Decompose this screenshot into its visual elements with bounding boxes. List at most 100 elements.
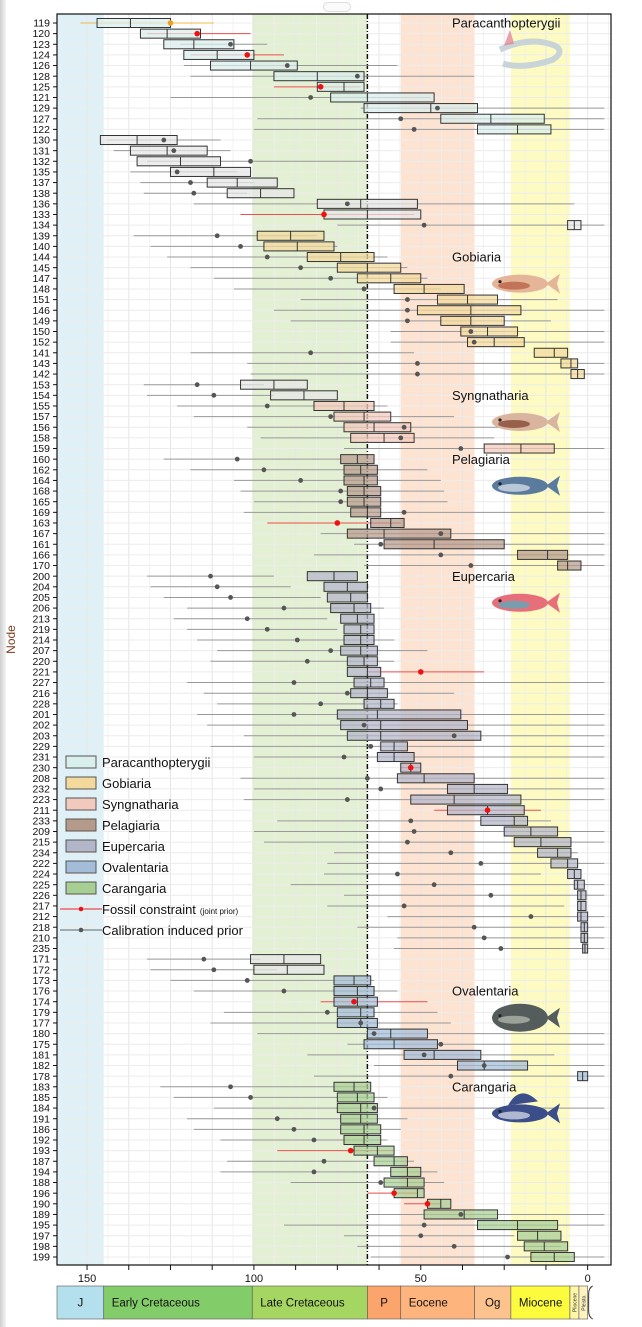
calibration-prior-point-135 bbox=[174, 169, 180, 175]
age-box-143 bbox=[560, 358, 579, 369]
legend-swatch bbox=[65, 839, 97, 853]
age-box-192 bbox=[343, 1134, 382, 1146]
node-label: 142 bbox=[32, 369, 50, 381]
goby-eye bbox=[498, 280, 502, 284]
calibration-prior-point-165 bbox=[338, 499, 344, 505]
calibration-prior-point-206 bbox=[281, 605, 287, 611]
age-box-208 bbox=[396, 773, 475, 784]
timescale-label: Miocene bbox=[519, 1298, 562, 1310]
calibration-prior-point-142 bbox=[415, 371, 420, 377]
node-label: 133 bbox=[32, 209, 50, 221]
age-box-183 bbox=[333, 1081, 372, 1092]
node-age-boxes bbox=[96, 17, 589, 1263]
node-label: 200 bbox=[32, 571, 50, 583]
calibration-prior-point-232 bbox=[378, 786, 384, 792]
fossil-constraint-point-221 bbox=[417, 669, 424, 675]
calibration-prior-point-205 bbox=[228, 595, 233, 600]
age-box-216 bbox=[350, 688, 388, 699]
age-box-199 bbox=[530, 1251, 575, 1263]
node-label: 182 bbox=[32, 1060, 50, 1072]
calibration-prior-point-197 bbox=[418, 1233, 424, 1239]
calibration-prior-point-131 bbox=[171, 148, 177, 154]
age-box-187 bbox=[373, 1156, 408, 1167]
age-box-163 bbox=[370, 517, 405, 529]
node-label: 224 bbox=[32, 869, 50, 881]
age-box-233 bbox=[480, 815, 529, 826]
legend-label: Eupercaria bbox=[102, 839, 166, 854]
node-label: 149 bbox=[32, 315, 50, 327]
calibration-prior-point-219 bbox=[264, 626, 270, 632]
calibration-prior-point-121 bbox=[308, 95, 314, 100]
node-label: 229 bbox=[32, 741, 50, 753]
calibration-prior-point-226 bbox=[488, 892, 494, 898]
node-label: 215 bbox=[32, 837, 50, 849]
node-label: 141 bbox=[32, 347, 50, 359]
age-box-179 bbox=[336, 1007, 375, 1018]
node-label: 122 bbox=[32, 124, 50, 136]
legend-label: Carangaria bbox=[102, 881, 167, 896]
legend-label: Gobiaria bbox=[102, 776, 152, 791]
age-box-231 bbox=[376, 751, 415, 763]
age-box-135 bbox=[169, 166, 252, 177]
node-label: 192 bbox=[32, 1135, 50, 1147]
age-box-157 bbox=[333, 411, 392, 422]
calibration-prior-point-204 bbox=[214, 584, 220, 590]
timescale-pleisto- bbox=[578, 1285, 588, 1320]
calibration-prior-point-185 bbox=[248, 1095, 253, 1100]
node-label: 210 bbox=[32, 932, 50, 944]
legend-item-carangaria: Carangaria bbox=[65, 881, 167, 896]
node-label: 136 bbox=[32, 198, 50, 210]
legend-item-calibration-induced-prior: Calibration induced prior bbox=[60, 923, 244, 938]
age-box-203 bbox=[346, 730, 482, 741]
node-label: 176 bbox=[32, 986, 50, 998]
node-label: 145 bbox=[32, 262, 50, 274]
age-box-130 bbox=[99, 134, 178, 146]
fossil-constraint-point-120 bbox=[194, 30, 200, 37]
oarfish-crest bbox=[504, 29, 514, 46]
node-label: 181 bbox=[32, 1049, 50, 1061]
clade-label-pelagiaria: Pelagiaria bbox=[452, 452, 511, 467]
calibration-prior-point-175 bbox=[438, 1041, 444, 1047]
node-label: 177 bbox=[32, 1018, 50, 1030]
age-box-182 bbox=[456, 1060, 529, 1071]
legend-label: Ovalentaria bbox=[102, 860, 169, 875]
mackerel-pattern bbox=[498, 483, 530, 492]
calibration-prior-point-155 bbox=[264, 403, 270, 409]
age-box-152 bbox=[466, 337, 525, 348]
node-label: 152 bbox=[32, 337, 50, 349]
age-box-176 bbox=[333, 986, 375, 997]
legend-swatch bbox=[65, 755, 97, 769]
node-label: 163 bbox=[32, 518, 50, 530]
window-drag-handle[interactable] bbox=[323, 2, 351, 12]
node-label: 207 bbox=[32, 645, 50, 657]
age-box-217 bbox=[577, 900, 587, 911]
calibration-prior-point-212 bbox=[528, 914, 534, 919]
age-box-159 bbox=[483, 443, 555, 454]
node-label: 189 bbox=[32, 1209, 50, 1221]
calibration-prior-point-152 bbox=[471, 339, 477, 345]
calibration-prior-point-189 bbox=[458, 1212, 464, 1217]
fossil-constraint-point-230 bbox=[407, 764, 414, 771]
age-box-126 bbox=[210, 60, 298, 71]
fossil-constraint-point-190 bbox=[424, 1201, 431, 1207]
calibration-prior-point-162 bbox=[261, 467, 267, 473]
calibration-prior-point-130 bbox=[161, 137, 167, 143]
node-label: 212 bbox=[32, 911, 50, 923]
calibration-prior-point-215 bbox=[405, 839, 410, 845]
legend-point bbox=[78, 906, 84, 912]
calibration-prior-point-178 bbox=[448, 1073, 454, 1079]
x-tick-label: 50 bbox=[415, 1273, 427, 1285]
calibration-prior-point-180 bbox=[371, 1031, 377, 1037]
calibration-prior-point-160 bbox=[234, 456, 240, 462]
calibration-prior-point-146 bbox=[405, 307, 410, 313]
scorpionfish-icon bbox=[492, 411, 560, 432]
calibration-prior-point-172 bbox=[211, 967, 217, 973]
node-label: 143 bbox=[32, 358, 50, 370]
calibration-prior-point-183 bbox=[228, 1084, 233, 1090]
node-label: 162 bbox=[32, 464, 50, 476]
calibration-prior-point-223 bbox=[344, 797, 350, 802]
fossil-constraint-point-174 bbox=[351, 998, 357, 1005]
node-label: 233 bbox=[32, 815, 50, 827]
oarfish-icon bbox=[498, 29, 563, 69]
legend: Paracanthopterygii Gobiaria Syngnatharia Pe… bbox=[60, 755, 244, 938]
